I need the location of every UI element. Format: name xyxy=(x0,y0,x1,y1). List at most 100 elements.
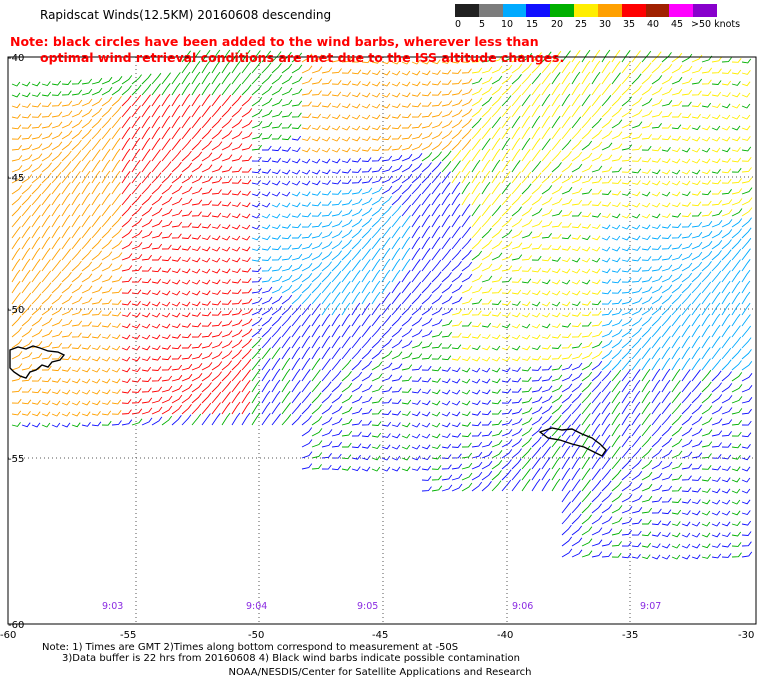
wind-barb xyxy=(101,410,112,416)
wind-barb xyxy=(111,148,121,162)
wind-barb xyxy=(151,243,163,250)
wind-barb xyxy=(101,356,111,362)
wind-barb xyxy=(401,304,412,316)
wind-barb xyxy=(211,351,223,360)
wind-barb xyxy=(201,49,211,63)
wind-barb xyxy=(531,323,541,329)
wind-barb xyxy=(631,287,643,294)
wind-barb xyxy=(611,541,622,547)
wind-barb xyxy=(531,457,541,470)
wind-barb xyxy=(621,348,632,360)
wind-barb xyxy=(611,493,623,503)
wind-barb xyxy=(151,355,162,361)
wind-barb xyxy=(351,92,361,98)
wind-barb xyxy=(31,204,41,217)
wind-barb xyxy=(581,371,593,382)
wind-barb xyxy=(351,419,363,426)
wind-barb xyxy=(141,105,151,118)
wind-barb xyxy=(251,401,261,415)
wind-barb xyxy=(511,278,522,283)
wind-barb xyxy=(661,111,672,118)
wind-barb xyxy=(361,420,372,426)
wind-barb xyxy=(341,209,353,217)
wind-barb xyxy=(641,554,651,560)
wind-barb xyxy=(331,441,342,448)
wind-barb xyxy=(61,343,72,349)
wind-barb xyxy=(721,371,732,382)
wind-barb xyxy=(281,169,291,175)
wind-barb xyxy=(551,50,562,63)
wind-barb xyxy=(691,147,701,153)
wind-barb xyxy=(271,191,281,197)
wind-barb xyxy=(81,344,92,350)
wind-barb xyxy=(481,239,493,250)
wind-barb xyxy=(601,457,611,470)
wind-barb xyxy=(651,496,663,503)
wind-barb xyxy=(661,158,671,164)
wind-barb xyxy=(351,454,361,460)
wind-barb xyxy=(661,244,672,250)
wind-barb xyxy=(131,105,141,118)
wind-barb xyxy=(191,199,203,206)
wind-barb xyxy=(411,270,421,283)
wind-barb xyxy=(171,290,181,296)
wind-barb xyxy=(51,214,61,228)
wind-barb xyxy=(531,72,542,85)
wind-barb xyxy=(221,178,232,184)
wind-barb xyxy=(351,325,361,338)
wind-barb xyxy=(641,276,653,283)
wind-barb xyxy=(741,541,752,547)
wind-barb xyxy=(631,235,641,241)
wind-barb xyxy=(721,442,732,448)
wind-barb xyxy=(531,196,543,206)
wind-barb xyxy=(621,458,632,470)
wind-barb xyxy=(521,149,531,162)
wind-barb xyxy=(561,343,572,349)
wind-barb xyxy=(411,444,421,450)
wind-barb xyxy=(451,344,462,350)
wind-barb xyxy=(61,171,71,184)
wind-barb xyxy=(151,207,163,217)
wind-barb xyxy=(181,323,191,328)
wind-barb xyxy=(481,127,491,140)
wind-barb xyxy=(651,245,662,250)
wind-barb xyxy=(391,292,401,305)
wind-barb xyxy=(31,123,42,129)
wind-barb xyxy=(31,329,43,338)
wind-barb xyxy=(441,160,452,173)
wind-barb xyxy=(341,229,353,239)
wind-barb xyxy=(201,94,211,107)
wind-barb xyxy=(391,269,401,283)
wind-barb xyxy=(91,215,101,228)
wind-barb xyxy=(191,279,201,285)
wind-barb xyxy=(31,183,42,195)
wind-barb xyxy=(201,257,211,263)
wind-barb xyxy=(271,275,283,283)
time-label: 9:05 xyxy=(357,601,378,612)
wind-barb xyxy=(141,345,151,351)
wind-barb xyxy=(171,384,183,393)
wind-barb xyxy=(541,197,553,206)
wind-barb xyxy=(441,320,453,327)
wind-barb xyxy=(71,237,81,250)
wind-barb xyxy=(681,252,693,261)
lat-label: -40 xyxy=(8,53,24,64)
wind-barb xyxy=(691,404,702,415)
wind-barb xyxy=(521,397,533,404)
wind-barb xyxy=(431,236,441,250)
wind-barb xyxy=(371,432,382,438)
wind-barb xyxy=(71,400,81,406)
wind-barb xyxy=(491,127,501,140)
wind-barb xyxy=(351,157,362,163)
wind-barb xyxy=(51,411,61,417)
wind-barb xyxy=(721,209,733,217)
wind-barb xyxy=(371,146,382,151)
wind-barb xyxy=(381,410,392,415)
wind-barb xyxy=(541,478,551,492)
wind-barb xyxy=(151,366,162,371)
wind-barb xyxy=(451,320,463,327)
wind-barb xyxy=(651,326,662,338)
wind-barb xyxy=(621,338,632,349)
wind-barb xyxy=(441,389,451,395)
wind-barb xyxy=(671,158,681,164)
